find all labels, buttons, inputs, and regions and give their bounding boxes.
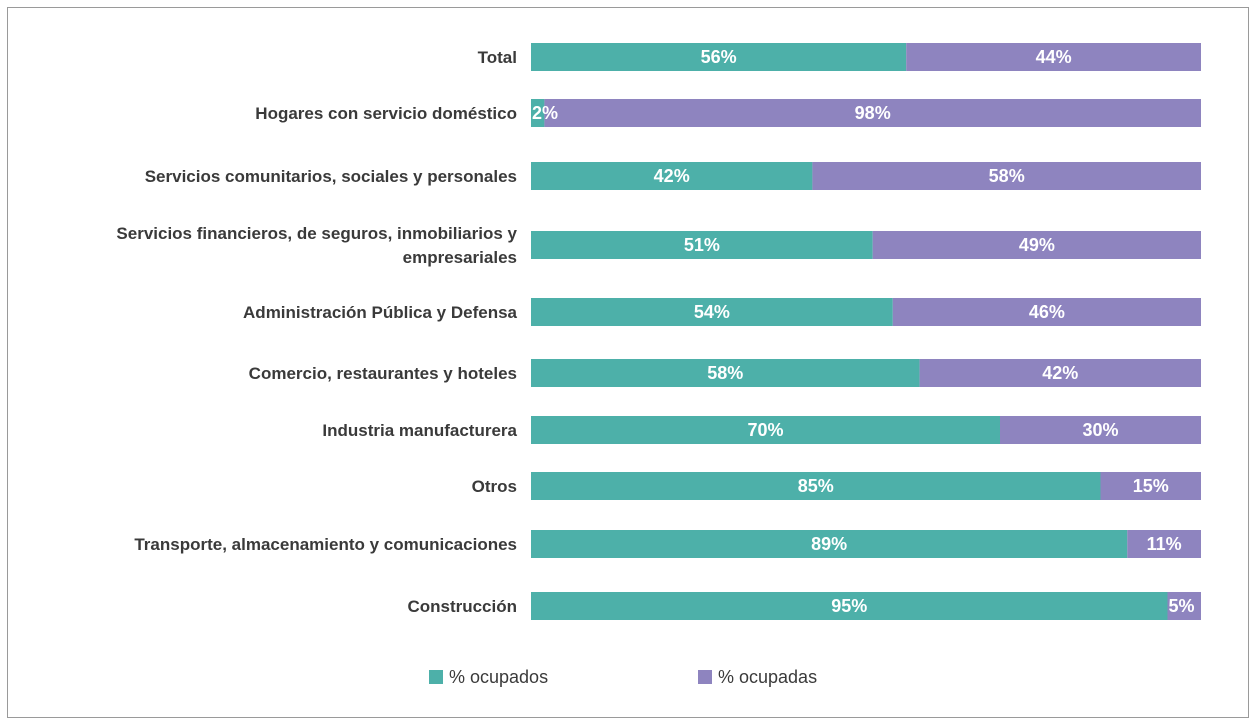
stacked-bar-chart: Total Hogares con servicio doméstico Servi…	[116, 43, 1201, 687]
bars-group	[531, 43, 1201, 620]
bar-ocupadas-4	[892, 298, 1201, 326]
chart-frame: Total Hogares con servicio doméstico Servi…	[7, 7, 1249, 718]
legend-label-ocupadas: % ocupadas	[718, 667, 817, 687]
value-label-ocupadas-2: 58%	[989, 166, 1025, 186]
bar-ocupadas-8	[1127, 530, 1201, 558]
category-label-4: Administración Pública y Defensa	[243, 303, 518, 322]
category-label-2: Servicios comunitarios, sociales y perso…	[145, 167, 517, 186]
category-label-0: Total	[478, 48, 517, 67]
category-label-7: Otros	[472, 477, 517, 496]
value-label-ocupados-0: 56%	[701, 47, 737, 67]
category-label-8: Transporte, almacenamiento y comunicacio…	[134, 535, 517, 554]
legend-label-ocupados: % ocupados	[449, 667, 548, 687]
bar-ocupados-3	[531, 231, 873, 259]
category-label-1: Hogares con servicio doméstico	[255, 104, 517, 123]
category-labels-group: Total Hogares con servicio doméstico Servi…	[116, 48, 517, 616]
bar-ocupados-7	[531, 472, 1101, 500]
bar-ocupados-9	[531, 592, 1168, 620]
bar-ocupados-4	[531, 298, 893, 326]
value-label-ocupadas-1: 98%	[855, 103, 891, 123]
category-label-3-line-0: Servicios financieros, de seguros, inmob…	[116, 224, 517, 243]
value-label-ocupadas-6: 30%	[1082, 420, 1118, 440]
value-label-ocupados-7: 85%	[798, 476, 834, 496]
bar-ocupados-2	[531, 162, 813, 190]
bar-ocupados-5	[531, 359, 920, 387]
category-label-3-line-1: empresariales	[403, 248, 517, 267]
bar-ocupadas-6	[1000, 416, 1201, 444]
bar-ocupadas-2	[812, 162, 1201, 190]
bar-ocupadas-3	[872, 231, 1201, 259]
value-label-ocupadas-5: 42%	[1042, 363, 1078, 383]
value-label-ocupadas-8: 11%	[1147, 534, 1182, 554]
value-label-ocupados-8: 89%	[811, 534, 847, 554]
value-label-ocupados-2: 42%	[654, 166, 690, 186]
value-label-ocupados-4: 54%	[694, 302, 730, 322]
category-label-6: Industria manufacturera	[322, 421, 517, 440]
value-label-ocupadas-7: 15%	[1133, 476, 1169, 496]
legend-swatch-ocupados	[429, 670, 443, 684]
value-label-ocupados-6: 70%	[747, 420, 783, 440]
value-label-ocupados-9: 95%	[831, 596, 867, 616]
value-label-ocupados-1: 2%	[532, 103, 558, 123]
value-label-ocupadas-9: 5%	[1169, 596, 1195, 616]
bar-ocupadas-5	[919, 359, 1201, 387]
value-labels-group: 56% 44% 2% 98% 42% 58% 51% 49% 54% 46% 58% 42% 70% 30…	[532, 47, 1195, 616]
legend: % ocupados % ocupadas	[429, 667, 817, 687]
value-label-ocupadas-4: 46%	[1029, 302, 1065, 322]
legend-swatch-ocupadas	[698, 670, 712, 684]
bar-ocupados-6	[531, 416, 1000, 444]
bar-ocupadas-1	[544, 99, 1201, 127]
bar-ocupados-1	[531, 99, 545, 127]
value-label-ocupados-3: 51%	[684, 235, 720, 255]
bar-ocupados-0	[531, 43, 907, 71]
category-label-9: Construcción	[407, 597, 517, 616]
bar-ocupadas-9	[1167, 592, 1201, 620]
bar-ocupadas-7	[1100, 472, 1201, 500]
value-label-ocupadas-0: 44%	[1036, 47, 1072, 67]
value-label-ocupados-5: 58%	[707, 363, 743, 383]
value-label-ocupadas-3: 49%	[1019, 235, 1055, 255]
bar-ocupados-8	[531, 530, 1128, 558]
category-label-5: Comercio, restaurantes y hoteles	[249, 364, 517, 383]
bar-ocupadas-0	[906, 43, 1201, 71]
